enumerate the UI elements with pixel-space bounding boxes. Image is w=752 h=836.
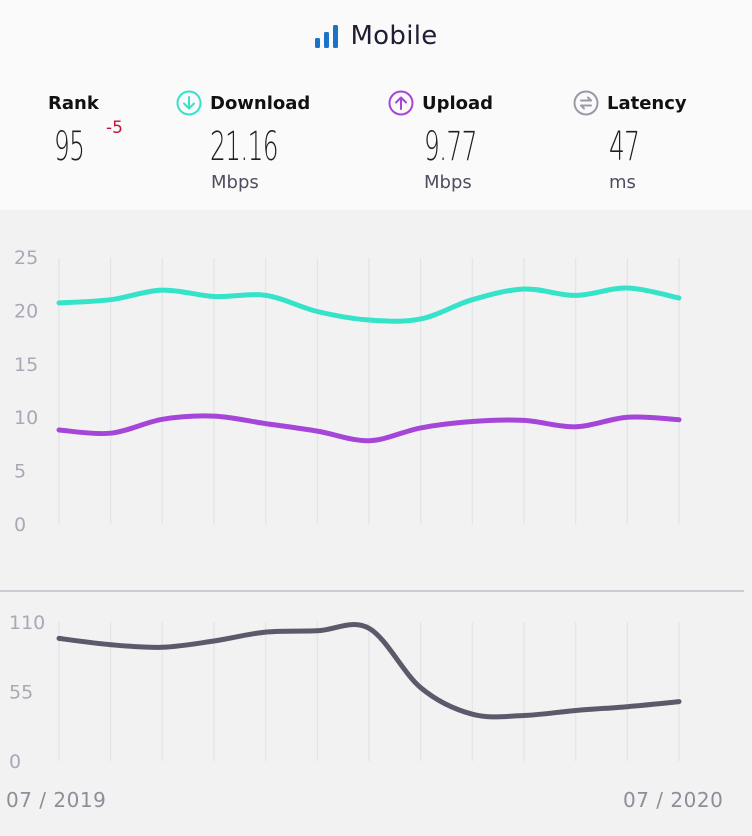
speed-y-tick-label: 0 [14,514,26,536]
x-axis-end-label: 07 / 2020 [623,788,724,812]
download-label: Download [210,92,311,114]
speed-chart: 0 5 10 15 20 25 [14,247,682,536]
rank-value: 95 [54,124,85,170]
upload-arrow-icon [388,90,414,116]
page-title: Mobile [350,21,438,51]
download-arrow-icon [176,90,202,116]
upload-metric: Upload 9.77 Mbps [388,88,568,198]
latency-label: Latency [607,92,687,114]
download-metric: Download 21.16 Mbps [176,88,356,198]
latency-unit: ms [609,172,636,193]
title-row: Mobile [0,16,752,56]
latency-y-tick-label: 110 [9,612,45,634]
rank-metric: Rank 95 -5 [48,88,228,198]
x-axis-start-label: 07 / 2019 [6,788,107,812]
speed-y-tick-label: 5 [14,461,26,483]
upload-series-line [56,413,682,444]
latency-y-tick-label: 0 [9,751,21,773]
download-unit: Mbps [211,172,259,193]
latency-chart: 0 55 110 [9,612,682,773]
latency-value: 47 [609,124,640,170]
download-value: 21.16 [210,124,279,170]
signal-bars-icon [315,25,339,48]
latency-metric: Latency 47 ms [573,88,752,198]
upload-label: Upload [422,92,494,114]
latency-y-tick-label: 55 [9,682,33,704]
upload-unit: Mbps [424,172,472,193]
latency-arrows-icon [573,90,599,116]
speed-y-tick-label: 10 [14,407,38,429]
download-series-line [56,285,682,324]
latency-series-line [56,622,682,720]
upload-value: 9.77 [424,124,477,170]
speed-y-tick-label: 15 [14,354,38,376]
speed-y-tick-label: 25 [14,247,38,269]
summary-panel: Mobile Rank 95 -5 Download 21.16 Mbps Up… [0,0,752,210]
rank-delta-badge: -5 [106,118,123,138]
rank-label: Rank [48,92,99,114]
speed-y-tick-label: 20 [14,300,38,322]
